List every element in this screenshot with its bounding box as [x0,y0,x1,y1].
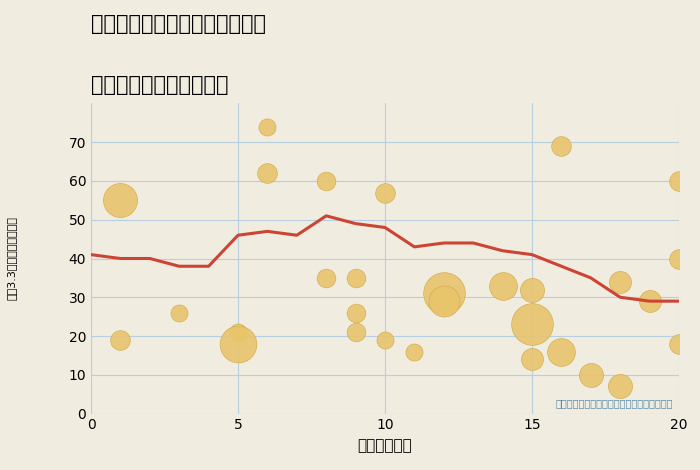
Point [526,321,538,328]
Point [556,142,567,150]
Point [438,298,449,305]
Point [321,177,332,185]
Point [321,274,332,282]
Point [409,348,420,355]
Point [350,309,361,317]
Text: 坪（3.3㎡）単価（万円）: 坪（3.3㎡）単価（万円） [7,217,17,300]
Text: 兵庫県たつの市新宮町曽我井の: 兵庫県たつの市新宮町曽我井の [91,14,266,34]
Point [644,298,655,305]
Point [379,189,391,196]
Text: 駅距離別中古戸建て価格: 駅距離別中古戸建て価格 [91,75,228,95]
Point [350,329,361,336]
Point [379,336,391,344]
Point [232,329,244,336]
Point [673,177,685,185]
Point [262,123,273,130]
Point [615,383,626,390]
Point [673,255,685,262]
Point [497,282,508,290]
Point [615,278,626,285]
Point [526,286,538,293]
Point [232,340,244,347]
Point [350,274,361,282]
Point [115,336,126,344]
Point [585,371,596,379]
Point [115,196,126,204]
Point [673,340,685,347]
Point [262,169,273,177]
Point [526,355,538,363]
Text: 円の大きさは、取引のあった物件面積を示す: 円の大きさは、取引のあった物件面積を示す [556,398,673,408]
Point [556,348,567,355]
X-axis label: 駅距離（分）: 駅距離（分） [358,438,412,453]
Point [438,290,449,297]
Point [174,309,185,317]
